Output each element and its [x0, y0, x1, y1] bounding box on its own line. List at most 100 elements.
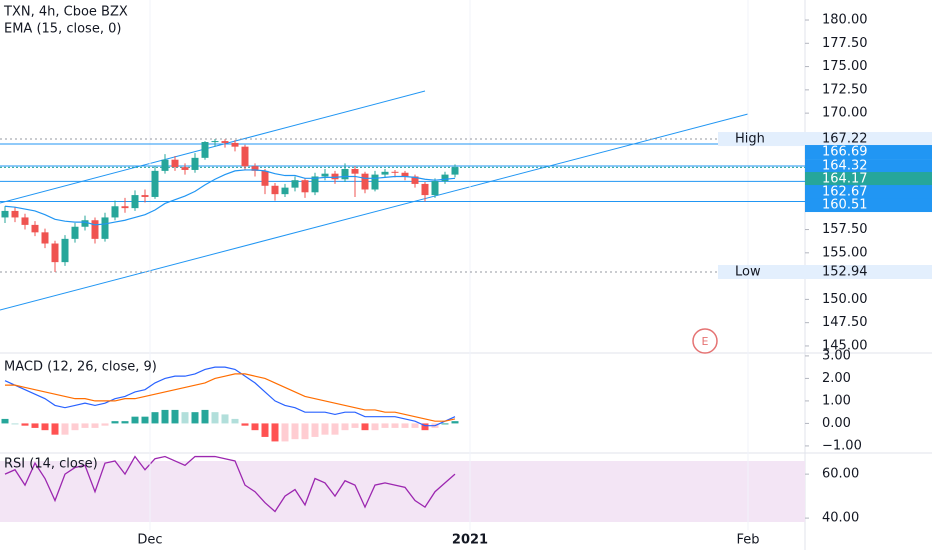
candle-body [31, 224, 39, 233]
candle-body [341, 169, 349, 180]
candle-body [221, 141, 229, 143]
histogram-bar [181, 412, 189, 424]
candle-body [421, 183, 429, 196]
candle-body [91, 220, 99, 239]
candle-body [121, 206, 129, 209]
level-value: 166.69 [822, 145, 868, 160]
level-box [805, 159, 932, 174]
channel-line [0, 113, 749, 311]
histogram-bar [421, 423, 429, 431]
y-tick-label: 157.50 [822, 222, 868, 237]
candle-body [441, 174, 449, 182]
candle-body [411, 176, 419, 184]
histogram-bar [241, 423, 249, 426]
candle-body [351, 169, 359, 174]
histogram-bar [381, 423, 389, 428]
marker-value: 152.94 [822, 265, 868, 280]
marker-name: High [735, 132, 765, 147]
histogram-bar [341, 423, 349, 431]
y-tick-label: 3.00 [822, 348, 851, 363]
y-tick-label: 170.00 [822, 106, 868, 121]
pane-title: RSI (14, close) [4, 457, 98, 472]
histogram-bar [231, 418, 239, 424]
histogram-bar [141, 416, 149, 424]
histogram-bar [1, 418, 9, 424]
candle-body [331, 173, 339, 180]
histogram-bar [161, 409, 169, 424]
macd-line [5, 373, 456, 422]
histogram-bar [101, 423, 109, 426]
candle-body [321, 173, 329, 177]
candle-body [191, 157, 199, 170]
marker-box [718, 132, 932, 147]
level-box [805, 145, 932, 160]
histogram-bar [91, 423, 99, 428]
histogram-bar [31, 423, 39, 428]
candle-body [61, 238, 69, 263]
histogram-bar [311, 423, 319, 437]
candle-body [71, 226, 79, 239]
y-tick-label: 180.00 [822, 13, 868, 28]
y-tick-label: 177.50 [822, 36, 868, 51]
histogram-bar [61, 423, 69, 435]
candle-body [161, 159, 169, 171]
drawings [0, 90, 749, 311]
histogram-bar [451, 421, 459, 424]
histogram-bar [51, 423, 59, 435]
histogram-bar [411, 423, 419, 428]
marker-value: 167.22 [822, 132, 868, 147]
candle-body [301, 180, 309, 193]
histogram-bar [111, 421, 119, 424]
macd-line [4, 366, 456, 427]
candle-body [141, 195, 149, 197]
candle-body [101, 217, 109, 239]
level-value: 162.67 [822, 185, 868, 200]
x-tick-label: Feb [736, 533, 759, 548]
y-tick-label: 172.50 [822, 82, 868, 97]
candle-body [281, 187, 289, 195]
histogram-bar [331, 423, 339, 435]
candle-body [21, 217, 29, 225]
y-tick-label: 147.50 [822, 315, 868, 330]
candle-body [131, 195, 139, 209]
y-tick-label: −1.00 [822, 438, 862, 453]
level-box [805, 172, 932, 187]
histogram-bar [71, 423, 79, 431]
candle-body [151, 170, 159, 197]
histogram-bar [211, 412, 219, 424]
candle-body [291, 180, 299, 188]
candle-body [251, 166, 259, 171]
candle-body [41, 232, 49, 244]
level-value: 164.32 [822, 159, 868, 174]
y-tick-label: 175.00 [822, 59, 868, 74]
histogram-bar [41, 423, 49, 431]
candle-body [181, 167, 189, 170]
candle-body [451, 167, 459, 175]
y-tick-label: 0.00 [822, 416, 851, 431]
event-label: E [702, 335, 709, 348]
y-tick-label: 155.00 [822, 245, 868, 260]
candle-body [81, 220, 89, 227]
y-tick-label: 150.00 [822, 292, 868, 307]
level-value: 164.17 [822, 172, 868, 187]
candle-body [271, 185, 279, 195]
histogram-bar [121, 421, 129, 424]
x-tick-label: Dec [137, 533, 162, 548]
histogram-bar [171, 409, 179, 424]
candle-body [401, 172, 409, 177]
histogram-bar [391, 423, 399, 428]
level-value: 160.51 [822, 198, 868, 213]
y-tick-label: 145.00 [822, 338, 868, 353]
candle-body [311, 176, 319, 193]
channel-line [0, 90, 426, 204]
histogram-bar [21, 423, 29, 426]
candle-body [241, 146, 249, 167]
candle-body [51, 243, 59, 263]
histogram-bar [441, 423, 449, 425]
histogram-bar [81, 423, 89, 428]
rsi-band [0, 461, 805, 522]
histogram-bar [321, 423, 329, 435]
histogram-bar [131, 416, 139, 424]
histogram-bar [221, 414, 229, 424]
